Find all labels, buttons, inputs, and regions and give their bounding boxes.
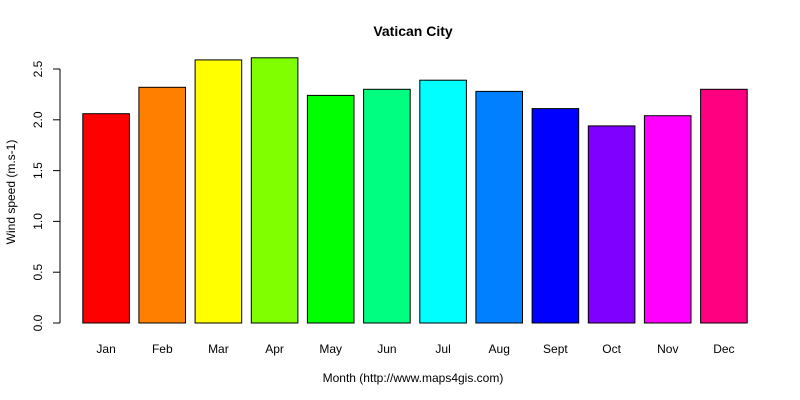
x-tick-label-mar: Mar (208, 342, 229, 356)
bar-jul (419, 79, 467, 324)
bar-nov (643, 115, 692, 324)
bar-mar (194, 59, 243, 324)
x-tick-label-dec: Dec (713, 342, 734, 356)
bars-group (82, 57, 748, 324)
y-tick-label: 0.0 (31, 314, 45, 331)
y-tick-label: 0.5 (31, 264, 45, 281)
chart-title: Vatican City (373, 23, 453, 39)
x-tick-label-nov: Nov (657, 342, 678, 356)
x-tick-label-jan: Jan (96, 342, 115, 356)
x-tick-label-apr: Apr (265, 342, 284, 356)
bar-jan (82, 113, 130, 324)
bar-aug (475, 90, 523, 324)
x-tick-label-may: May (319, 342, 342, 356)
x-tick-label-jun: Jun (377, 342, 396, 356)
y-axis: 0.0 0.5 1.0 1.5 2.0 2.5 (31, 60, 61, 331)
x-tick-label-oct: Oct (602, 342, 621, 356)
y-tick-label: 1.0 (31, 213, 45, 230)
y-axis-label: Wind speed (m.s-1) (4, 140, 18, 245)
x-tick-labels: Jan Feb Mar Apr May Jun Jul Aug Sept Oct Nov Dec (96, 342, 734, 356)
y-tick-label: 2.0 (31, 111, 45, 128)
y-tick-label: 1.5 (31, 162, 45, 179)
bar-jun (363, 88, 411, 324)
x-tick-label-feb: Feb (152, 342, 173, 356)
bar-oct (587, 125, 636, 324)
bar-dec (700, 88, 748, 324)
bar-may (306, 94, 355, 324)
y-tick-label: 2.5 (31, 60, 45, 77)
x-tick-label-aug: Aug (489, 342, 510, 356)
x-tick-label-sept: Sept (543, 342, 568, 356)
x-axis-label: Month (http://www.maps4gis.com) (323, 371, 504, 385)
bar-apr (250, 57, 299, 324)
x-tick-label-jul: Jul (435, 342, 450, 356)
bar-feb (138, 86, 186, 324)
bar-sept (531, 108, 580, 324)
